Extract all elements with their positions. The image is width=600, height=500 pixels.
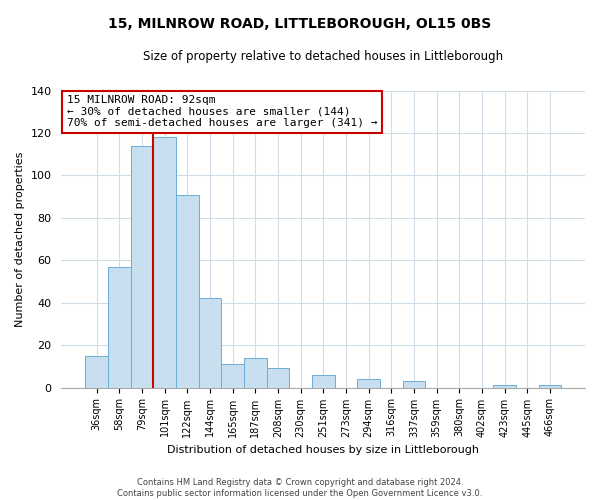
Text: 15 MILNROW ROAD: 92sqm
← 30% of detached houses are smaller (144)
70% of semi-de: 15 MILNROW ROAD: 92sqm ← 30% of detached… <box>67 95 377 128</box>
Y-axis label: Number of detached properties: Number of detached properties <box>15 152 25 327</box>
X-axis label: Distribution of detached houses by size in Littleborough: Distribution of detached houses by size … <box>167 445 479 455</box>
Bar <box>312 375 335 388</box>
Bar <box>176 194 199 388</box>
Bar <box>131 146 153 388</box>
Bar <box>357 379 380 388</box>
Title: Size of property relative to detached houses in Littleborough: Size of property relative to detached ho… <box>143 50 503 63</box>
Bar <box>199 298 221 388</box>
Bar <box>85 356 108 388</box>
Bar <box>244 358 266 388</box>
Bar <box>108 266 131 388</box>
Bar <box>221 364 244 388</box>
Bar <box>403 381 425 388</box>
Bar <box>266 368 289 388</box>
Bar <box>153 137 176 388</box>
Bar <box>539 386 561 388</box>
Text: 15, MILNROW ROAD, LITTLEBOROUGH, OL15 0BS: 15, MILNROW ROAD, LITTLEBOROUGH, OL15 0B… <box>109 18 491 32</box>
Text: Contains HM Land Registry data © Crown copyright and database right 2024.
Contai: Contains HM Land Registry data © Crown c… <box>118 478 482 498</box>
Bar <box>493 386 516 388</box>
